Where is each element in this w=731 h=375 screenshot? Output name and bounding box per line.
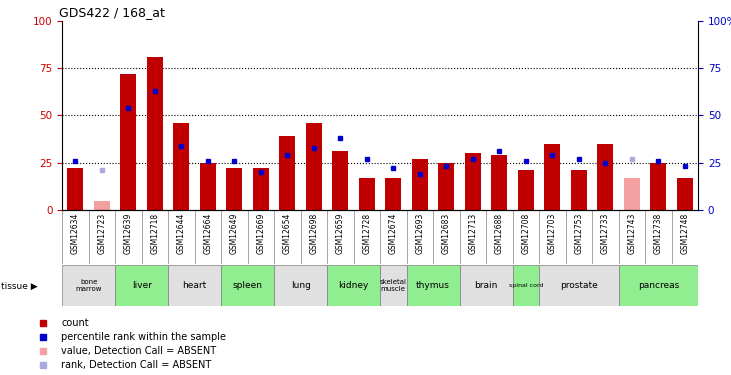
Text: kidney: kidney [338, 281, 369, 290]
Text: GSM12753: GSM12753 [575, 213, 583, 254]
Text: rank, Detection Call = ABSENT: rank, Detection Call = ABSENT [61, 360, 211, 370]
Text: GSM12634: GSM12634 [71, 213, 80, 254]
Bar [253, 168, 269, 210]
Text: GSM12713: GSM12713 [469, 213, 477, 254]
Bar [412, 159, 428, 210]
Text: lung: lung [291, 281, 311, 290]
Text: GSM12688: GSM12688 [495, 213, 504, 254]
Text: spinal cord: spinal cord [509, 283, 543, 288]
Bar [333, 151, 348, 210]
Text: GSM12659: GSM12659 [336, 213, 345, 254]
Bar [221, 265, 274, 306]
Bar [539, 265, 618, 306]
Text: GSM12708: GSM12708 [521, 213, 531, 254]
Text: liver: liver [132, 281, 151, 290]
Text: GSM12693: GSM12693 [415, 213, 425, 254]
Bar [465, 153, 481, 210]
Text: GDS422 / 168_at: GDS422 / 168_at [59, 6, 164, 20]
Bar [62, 265, 115, 306]
Text: spleen: spleen [232, 281, 262, 290]
Text: GSM12733: GSM12733 [601, 213, 610, 254]
Bar [67, 168, 83, 210]
Text: prostate: prostate [560, 281, 598, 290]
Bar [380, 265, 406, 306]
Text: percentile rank within the sample: percentile rank within the sample [61, 332, 226, 342]
Text: brain: brain [474, 281, 498, 290]
Bar [624, 178, 640, 210]
Text: GSM12674: GSM12674 [389, 213, 398, 254]
Text: value, Detection Call = ABSENT: value, Detection Call = ABSENT [61, 346, 216, 356]
Text: GSM12644: GSM12644 [177, 213, 186, 254]
Bar [121, 74, 136, 210]
Text: bone
marrow: bone marrow [75, 279, 102, 292]
Text: GSM12718: GSM12718 [151, 213, 159, 254]
Bar [227, 168, 243, 210]
Bar [147, 57, 163, 210]
Bar [306, 123, 322, 210]
Text: heart: heart [183, 281, 207, 290]
Text: pancreas: pancreas [637, 281, 679, 290]
Text: GSM12654: GSM12654 [283, 213, 292, 254]
Bar [279, 136, 295, 210]
Bar [512, 265, 539, 306]
Bar [94, 201, 110, 210]
Bar [518, 170, 534, 210]
Text: GSM12649: GSM12649 [230, 213, 239, 254]
Text: GSM12703: GSM12703 [548, 213, 557, 254]
Bar [597, 144, 613, 210]
Text: GSM12728: GSM12728 [363, 213, 371, 254]
Bar [651, 163, 667, 210]
Bar [571, 170, 587, 210]
Bar [200, 163, 216, 210]
Bar [439, 163, 454, 210]
Text: count: count [61, 318, 88, 328]
Bar [406, 265, 460, 306]
Text: thymus: thymus [416, 281, 450, 290]
Bar [274, 265, 327, 306]
Bar [618, 265, 698, 306]
Bar [115, 265, 168, 306]
Text: skeletal
muscle: skeletal muscle [380, 279, 407, 292]
Bar [460, 265, 512, 306]
Bar [677, 178, 693, 210]
Text: GSM12664: GSM12664 [203, 213, 213, 254]
Bar [173, 123, 189, 210]
Text: GSM12639: GSM12639 [124, 213, 133, 254]
Text: tissue ▶: tissue ▶ [1, 282, 38, 291]
Bar [545, 144, 561, 210]
Text: GSM12738: GSM12738 [654, 213, 663, 254]
Bar [385, 178, 401, 210]
Text: GSM12698: GSM12698 [309, 213, 319, 254]
Bar [168, 265, 221, 306]
Text: GSM12743: GSM12743 [627, 213, 637, 254]
Text: GSM12723: GSM12723 [97, 213, 107, 254]
Bar [327, 265, 380, 306]
Text: GSM12748: GSM12748 [681, 213, 689, 254]
Text: GSM12683: GSM12683 [442, 213, 451, 254]
Bar [491, 155, 507, 210]
Text: GSM12669: GSM12669 [257, 213, 265, 254]
Bar [359, 178, 375, 210]
